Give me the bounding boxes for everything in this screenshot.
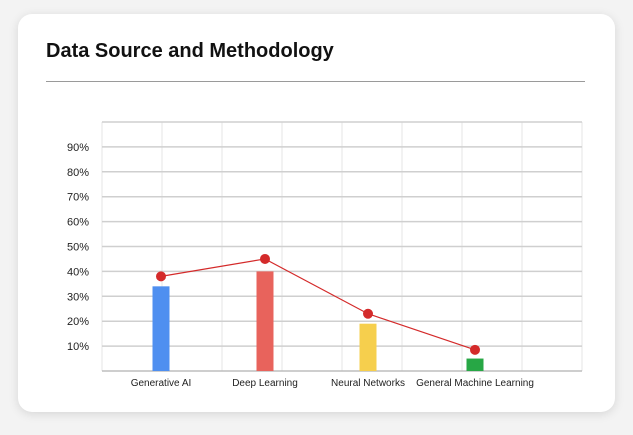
y-tick-label: 40% xyxy=(67,266,89,278)
bar xyxy=(152,286,170,371)
trend-line xyxy=(156,253,480,355)
bar xyxy=(359,323,377,371)
bars xyxy=(152,271,484,371)
x-axis: Generative AI Deep Learning Neural Network… xyxy=(131,378,534,389)
x-tick-label: Deep Learning xyxy=(232,378,298,389)
x-tick-label: General Machine Learning xyxy=(416,378,534,389)
trend-point xyxy=(363,308,373,319)
trend-line-path xyxy=(160,258,476,351)
y-tick-label: 80% xyxy=(67,167,89,179)
bar xyxy=(256,271,274,371)
trend-point xyxy=(260,253,270,264)
y-tick-label: 70% xyxy=(67,192,89,204)
y-tick-label: 60% xyxy=(67,217,89,229)
y-tick-label: 20% xyxy=(67,316,89,328)
y-axis: 10% 20% 30% 40% 50% 60% 70% 80% 90% xyxy=(67,142,89,353)
x-tick-label: Neural Networks xyxy=(331,378,405,389)
bar xyxy=(466,358,484,371)
trend-point xyxy=(156,271,166,282)
trend-point xyxy=(470,344,480,355)
y-tick-label: 90% xyxy=(67,142,89,154)
y-tick-label: 10% xyxy=(67,341,89,353)
y-tick-label: 30% xyxy=(67,291,89,303)
x-tick-label: Generative AI xyxy=(131,378,192,389)
y-tick-label: 50% xyxy=(67,242,89,254)
card-title: Data Source and Methodology xyxy=(46,40,334,62)
title-divider xyxy=(46,81,585,82)
grid-lines xyxy=(101,121,583,372)
